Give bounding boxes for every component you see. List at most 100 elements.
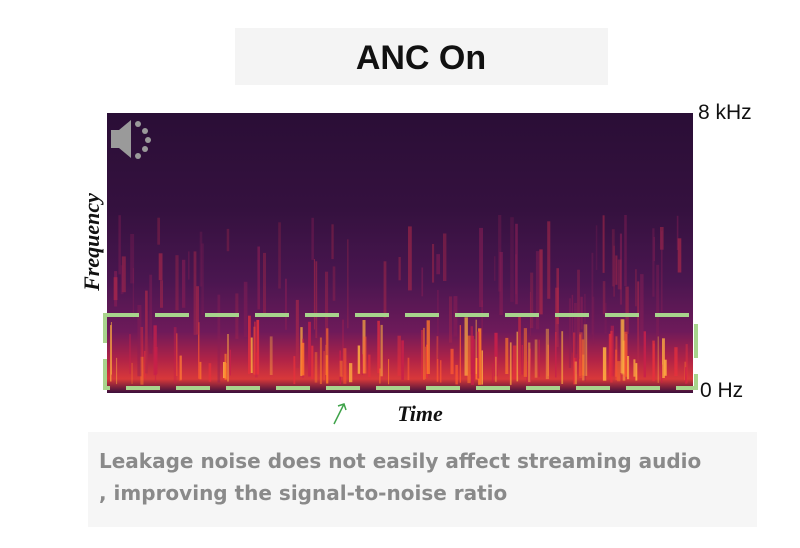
texture-streak <box>361 354 363 375</box>
texture-streak <box>301 342 305 376</box>
texture-streak <box>583 324 588 376</box>
texture-streak <box>478 328 482 385</box>
texture-streak <box>377 320 380 374</box>
texture-streak <box>664 359 667 376</box>
texture-streak <box>319 337 322 384</box>
texture-streak <box>624 331 628 377</box>
texture-streak <box>143 351 147 379</box>
arrow <box>333 403 347 425</box>
texture-streak <box>140 356 144 385</box>
texture-streak <box>474 339 476 380</box>
texture-streak <box>512 345 517 380</box>
texture-streak <box>179 355 182 381</box>
texture-streak <box>619 233 622 305</box>
texture-streak <box>610 330 613 383</box>
texture-streak <box>388 359 390 385</box>
texture-streak <box>149 274 153 354</box>
texture-streak <box>368 354 371 378</box>
texture-streak <box>685 367 687 384</box>
texture-streak <box>175 255 179 311</box>
texture-streak <box>263 252 266 314</box>
texture-streak <box>130 234 135 284</box>
texture-streak <box>526 361 530 384</box>
texture-streak <box>661 364 663 383</box>
texture-streak <box>676 215 679 250</box>
texture-streak <box>295 299 299 368</box>
texture-streak <box>613 245 615 297</box>
texture-streak <box>254 321 256 376</box>
texture-streak <box>440 360 442 383</box>
texture-streak <box>573 303 577 358</box>
texture-streak <box>573 332 576 385</box>
texture-streak <box>339 360 343 377</box>
texture-streak <box>518 315 521 375</box>
texture-streak <box>145 290 148 374</box>
title-box <box>235 28 608 85</box>
texture-streak <box>343 348 347 384</box>
texture-streak <box>131 362 133 384</box>
texture-streak <box>401 340 404 380</box>
texture-streak <box>604 302 607 334</box>
texture-streak <box>556 268 559 325</box>
texture-streak <box>615 349 618 377</box>
texture-streak <box>379 368 381 384</box>
texture-streak <box>256 319 260 375</box>
texture-streak <box>311 345 314 379</box>
texture-streak <box>545 328 549 380</box>
texture-streak <box>311 217 314 260</box>
texture-streak <box>510 217 514 302</box>
texture-streak <box>617 259 622 290</box>
texture-streak <box>635 363 638 381</box>
texture-streak <box>498 215 502 292</box>
texture-streak <box>660 227 664 250</box>
texture-streak <box>199 231 203 287</box>
texture-streak <box>154 346 158 374</box>
texture-streak <box>450 348 454 375</box>
texture-streak <box>633 359 636 377</box>
texture-streak <box>538 339 540 377</box>
texture-streak <box>494 256 496 281</box>
texture-streak <box>349 363 353 383</box>
texture-streak <box>635 269 637 307</box>
highlight-box <box>103 313 698 390</box>
texture-streak <box>547 344 549 376</box>
texture-streak <box>157 217 160 245</box>
texture-streak <box>547 221 551 299</box>
texture-streak <box>579 332 583 378</box>
texture-streak <box>208 363 212 382</box>
texture-streak <box>584 293 586 381</box>
texture-streak <box>617 361 621 382</box>
texture-streak <box>383 261 387 319</box>
texture-streak <box>278 222 281 289</box>
caption-box <box>88 432 757 527</box>
texture-streak <box>436 254 440 275</box>
texture-streak <box>611 229 615 287</box>
texture-streak <box>188 251 190 280</box>
texture-streak <box>421 267 424 297</box>
texture-streak <box>362 320 366 374</box>
texture-streak <box>656 264 660 337</box>
texture-streak <box>110 322 112 375</box>
texture-streak <box>229 349 231 376</box>
texture-streak <box>443 233 447 281</box>
bottom-frequency-label: 0 Hz <box>700 379 743 402</box>
texture-streak <box>285 278 287 330</box>
texture-streak <box>591 252 594 335</box>
texture-streak <box>193 251 197 335</box>
texture-streak <box>602 215 605 273</box>
texture-streak <box>539 249 543 315</box>
texture-streak <box>182 259 186 308</box>
texture-streak <box>113 277 118 301</box>
title: ANC On <box>356 39 486 77</box>
texture-streak <box>561 331 564 384</box>
texture-streak <box>196 286 199 335</box>
texture-streak <box>331 224 334 260</box>
texture-streak <box>595 225 598 270</box>
texture-streak <box>568 298 572 368</box>
texture-streak <box>424 346 427 380</box>
texture-streak <box>509 342 512 385</box>
texture-streak <box>677 238 682 273</box>
texture-streak <box>535 251 540 330</box>
texture-streak <box>437 290 439 359</box>
